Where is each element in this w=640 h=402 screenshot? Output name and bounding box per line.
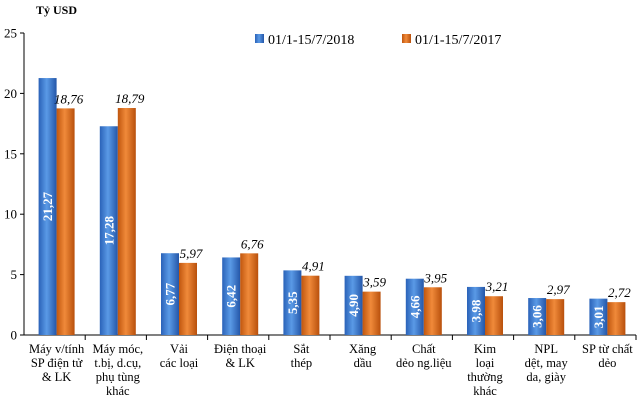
bar-2018 [405, 278, 424, 335]
y-tick-label: 20 [4, 86, 17, 101]
bar-2017 [301, 275, 320, 335]
x-category-label-line: dầu [354, 356, 373, 370]
bar-2018 [589, 298, 608, 335]
x-category-label-line: da, giày [526, 370, 566, 384]
x-category-label-line: & LK [42, 370, 72, 384]
bar-2018 [283, 270, 302, 335]
bar-2017 [607, 302, 626, 335]
bar-2017 [117, 108, 136, 335]
x-category-label-line: loại [476, 356, 495, 370]
x-category-label: Điện thoại & LK [214, 342, 267, 370]
bar-2018 [344, 275, 363, 335]
y-axis-title: Tỷ USD [36, 3, 77, 17]
x-category-label: Sắt thép [291, 342, 313, 370]
bar-2017 [56, 108, 75, 335]
x-category-label-line: dẻo ng.liệu [396, 356, 452, 370]
x-category-label-line: Máy v/tính [29, 342, 85, 356]
bar-2017 [240, 253, 259, 335]
data-label-2017: 2,97 [547, 282, 570, 297]
bar-2018 [161, 253, 179, 335]
x-category-label: Máy móc, t.bị, d.cụ, phụ tùng khác [92, 342, 143, 398]
x-category-label-line: thường [467, 370, 503, 384]
data-label-2018: 5,35 [285, 291, 300, 314]
x-category-label: Vải các loại [160, 342, 199, 370]
legend-label-2018: 01/1-15/7/2018 [268, 33, 354, 48]
bar-2018 [528, 298, 547, 335]
x-category-label: Máy v/tính SP điện tử & LK [29, 342, 85, 384]
x-category-label: SP từ chất dẻo [582, 342, 633, 370]
legend-swatch-2017 [402, 34, 411, 43]
bar-2017 [485, 296, 503, 335]
x-category-label-line: thép [291, 356, 313, 370]
legend: 01/1-15/7/2018 01/1-15/7/2017 [255, 33, 501, 48]
data-label-2018: 4,90 [346, 294, 361, 317]
x-category-label-line: Xăng [349, 342, 377, 356]
data-label-2017: 6,76 [241, 236, 264, 251]
x-category-label: Chất dẻo ng.liệu [396, 342, 452, 370]
y-tick-label: 0 [11, 328, 18, 343]
data-label-2018: 21,27 [40, 191, 55, 221]
bar-2017 [179, 262, 197, 335]
data-label-2017: 18,76 [54, 91, 84, 106]
bars: 21,27 18,76 17,28 18,79 6,77 5,97 6,42 6,76 5,35… [38, 78, 631, 335]
x-category-label-line: Điện thoại [214, 342, 267, 356]
x-category-label-line: phụ tùng [96, 370, 141, 384]
x-category-label-line: Sắt [293, 342, 310, 356]
data-label-2017: 4,91 [302, 259, 325, 274]
y-tick-label: 25 [4, 26, 17, 41]
x-category-label-line: Máy móc, [92, 342, 143, 356]
x-category-label-line: các loại [160, 356, 199, 370]
x-category-label: NPL dệt, may da, giày [525, 342, 569, 384]
x-category-label-line: SP từ chất [582, 342, 633, 356]
data-label-2018: 4,66 [407, 295, 422, 318]
x-category-label-line: NPL [534, 342, 558, 356]
x-category-label-line: Chất [412, 342, 436, 356]
x-category-label-line: dẻo [598, 356, 616, 370]
data-label-2018: 3,01 [591, 305, 606, 328]
legend-swatch-2018 [255, 34, 264, 43]
bar-2017 [362, 291, 381, 335]
data-label-2018: 6,77 [163, 282, 178, 305]
bar-2018 [38, 78, 57, 335]
data-label-2017: 5,97 [180, 246, 203, 261]
x-category-label-line: khác [473, 384, 497, 398]
bar-2018 [222, 257, 241, 335]
data-label-2017: 3,59 [362, 275, 386, 290]
x-category-label-line: Vải [170, 342, 189, 356]
x-category-label-line: Kim [474, 342, 497, 356]
y-tick-label: 10 [4, 207, 17, 222]
data-label-2017: 2,72 [608, 285, 631, 300]
y-axis: 0 5 10 15 20 25 [4, 26, 636, 343]
x-category-label: Xăng dầu [349, 342, 377, 370]
bar-2018 [99, 126, 118, 335]
x-category-label-line: t.bị, d.cụ, [94, 356, 141, 370]
data-label-2017: 3,95 [423, 270, 447, 285]
x-category-label-line: SP điện tử [31, 356, 84, 370]
bar-2017 [423, 287, 442, 335]
data-label-2018: 17,28 [101, 216, 116, 246]
data-label-2018: 3,06 [530, 305, 545, 328]
bar-2017 [546, 299, 565, 335]
legend-label-2017: 01/1-15/7/2017 [415, 33, 501, 48]
bar-2018 [467, 286, 485, 335]
x-category-label: Kim loại thường khác [467, 342, 503, 398]
y-tick-label: 5 [11, 267, 18, 282]
y-tick-label: 15 [4, 146, 17, 161]
x-category-label-line: khác [106, 384, 130, 398]
data-label-2018: 6,42 [224, 285, 239, 308]
x-category-label-line: & LK [225, 356, 255, 370]
data-label-2017: 18,79 [115, 91, 145, 106]
data-label-2017: 3,21 [485, 279, 509, 294]
data-label-2018: 3,98 [469, 299, 484, 322]
x-category-label-line: dệt, may [525, 356, 569, 370]
